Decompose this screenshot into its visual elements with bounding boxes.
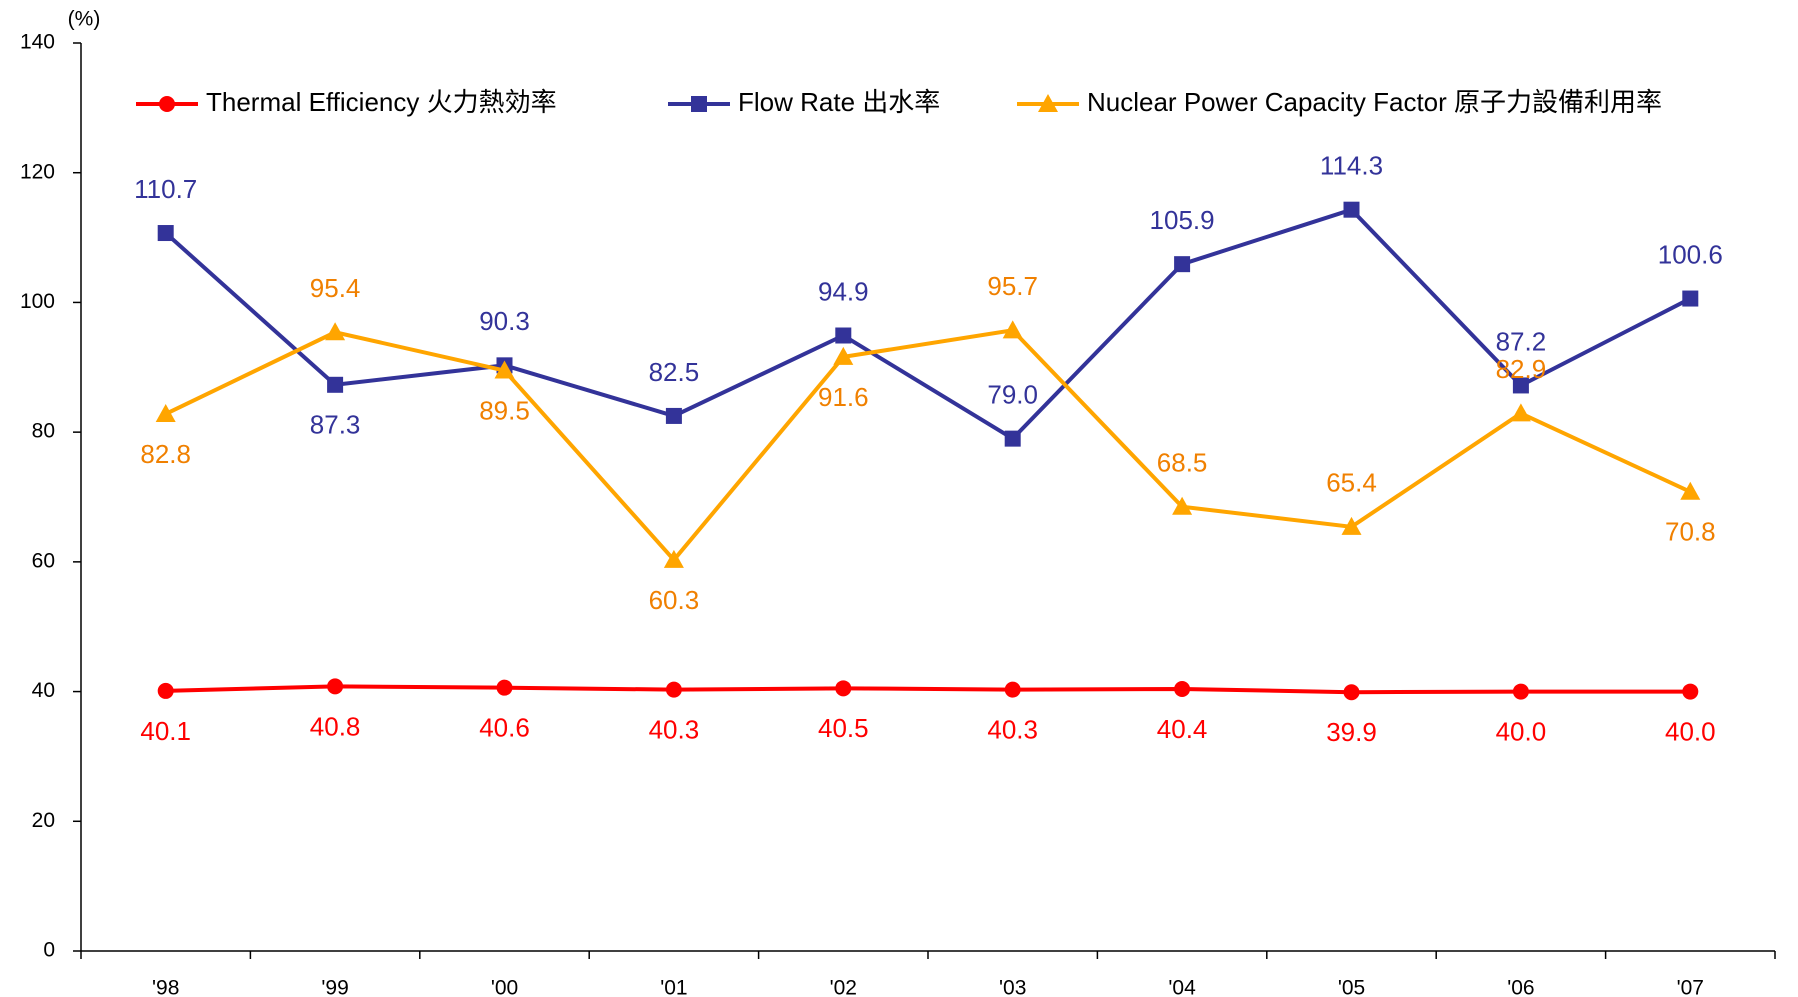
value-label: 100.6	[1658, 239, 1723, 269]
y-tick-label: 60	[32, 549, 55, 572]
value-label: 40.0	[1665, 716, 1716, 746]
value-label: 87.3	[310, 410, 361, 440]
y-tick-label: 120	[20, 160, 55, 183]
point	[665, 681, 682, 698]
point	[1512, 377, 1529, 394]
value-label: 87.2	[1496, 326, 1547, 356]
y-tick-label: 80	[32, 420, 55, 443]
value-label: 40.6	[479, 713, 530, 743]
point	[1172, 496, 1193, 515]
y-tick-label: 140	[20, 31, 55, 54]
legend-marker	[1038, 94, 1058, 112]
value-label: 105.9	[1150, 205, 1215, 235]
legend-marker	[691, 96, 707, 112]
point	[496, 679, 513, 696]
point	[327, 678, 344, 695]
series-line	[164, 207, 1692, 442]
point	[155, 403, 176, 422]
point	[665, 407, 682, 424]
value-label: 60.3	[649, 585, 700, 615]
x-tick-label: '00	[491, 977, 518, 997]
point	[494, 360, 515, 379]
point	[1512, 683, 1529, 700]
value-label: 40.3	[987, 715, 1038, 745]
point	[1004, 681, 1021, 698]
value-label: 94.9	[818, 276, 869, 306]
y-tick-label: 0	[43, 939, 55, 962]
point	[1682, 683, 1699, 700]
x-tick-label: '04	[1168, 977, 1196, 997]
value-label: 68.5	[1157, 448, 1208, 478]
point	[1174, 256, 1191, 273]
legend-label: Thermal Efficiency 火力熱効率	[206, 87, 557, 117]
point	[157, 225, 174, 242]
y-unit-label: (%)	[68, 8, 101, 31]
value-label: 40.8	[310, 711, 361, 741]
value-label: 40.5	[818, 713, 869, 743]
x-tick-label: '07	[1677, 977, 1704, 997]
series-line	[164, 328, 1692, 563]
y-tick-label: 100	[20, 290, 55, 313]
point	[1341, 516, 1362, 535]
value-label: 95.7	[987, 271, 1038, 301]
point	[1682, 290, 1699, 307]
value-label: 110.7	[134, 174, 197, 204]
x-tick-label: '02	[830, 977, 857, 997]
point	[835, 327, 852, 344]
value-label: 40.1	[140, 716, 191, 746]
value-label: 89.5	[479, 395, 530, 425]
point	[1004, 430, 1021, 447]
value-label: 79.0	[987, 380, 1038, 410]
point	[157, 682, 174, 699]
point	[833, 346, 854, 365]
x-tick-label: '99	[321, 977, 348, 997]
legend-marker	[159, 96, 175, 112]
value-label: 40.4	[1157, 714, 1208, 744]
x-tick-label: '06	[1507, 977, 1534, 997]
point	[663, 549, 684, 568]
value-label: 39.9	[1326, 717, 1377, 747]
value-label: 40.3	[649, 715, 700, 745]
point	[325, 322, 346, 341]
value-label: 82.8	[140, 439, 191, 469]
x-tick-label: '05	[1338, 977, 1365, 997]
point	[1343, 201, 1360, 218]
point	[1002, 320, 1023, 339]
y-tick-label: 20	[32, 809, 55, 832]
point	[835, 680, 852, 697]
legend-label: Flow Rate 出水率	[738, 87, 940, 117]
x-tick-label: '01	[660, 977, 687, 997]
value-label: 40.0	[1496, 716, 1547, 746]
value-label: 70.8	[1665, 517, 1716, 547]
value-label: 65.4	[1326, 468, 1377, 498]
x-tick-label: '98	[152, 977, 179, 997]
value-label: 114.3	[1320, 151, 1383, 181]
point	[1174, 680, 1191, 697]
value-label: 91.6	[818, 382, 869, 412]
value-label: 82.9	[1496, 354, 1547, 384]
point	[1343, 684, 1360, 701]
series-line	[165, 684, 1691, 695]
x-tick-label: '03	[999, 977, 1026, 997]
y-tick-label: 40	[32, 679, 55, 702]
point	[1680, 481, 1701, 500]
legend-label: Nuclear Power Capacity Factor 原子力設備利用率	[1087, 87, 1662, 117]
value-label: 82.5	[649, 357, 700, 387]
point	[327, 376, 344, 393]
value-label: 90.3	[479, 306, 530, 336]
point	[1510, 403, 1531, 422]
value-label: 95.4	[310, 273, 361, 303]
